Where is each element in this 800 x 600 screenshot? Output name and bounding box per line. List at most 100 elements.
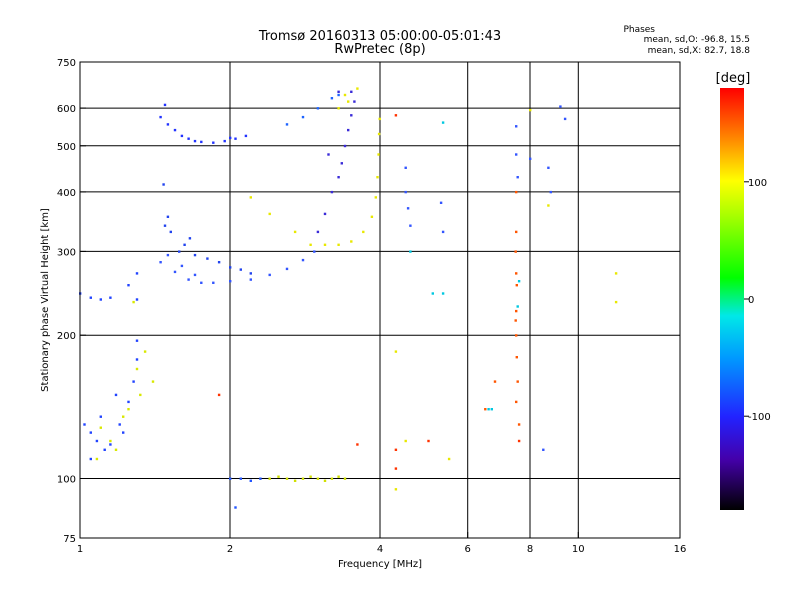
data-point — [515, 309, 518, 313]
data-point — [493, 380, 497, 383]
data-point — [323, 212, 327, 216]
data-point — [313, 250, 316, 253]
data-point — [109, 296, 112, 299]
data-point — [127, 284, 130, 287]
x-tick-label: 10 — [572, 544, 585, 555]
data-point — [135, 272, 139, 275]
data-point — [268, 212, 271, 216]
y-tick-label: 100 — [57, 475, 76, 486]
data-point — [159, 115, 162, 119]
data-point — [515, 230, 518, 234]
data-point — [330, 190, 334, 194]
data-point — [99, 426, 102, 429]
data-point — [249, 196, 252, 199]
plot-points — [79, 87, 618, 509]
data-point — [259, 477, 262, 480]
data-point — [323, 243, 327, 246]
x-tick-label: 6 — [465, 544, 471, 555]
data-point — [350, 114, 353, 117]
data-point — [394, 488, 398, 491]
data-point — [514, 250, 517, 253]
data-point — [180, 264, 184, 268]
data-point — [404, 190, 407, 194]
chart-title: Tromsø 20160313 05:00:00-05:01:43 — [258, 29, 501, 44]
data-point — [487, 408, 490, 411]
y-tick-label: 750 — [57, 58, 76, 69]
data-point — [404, 166, 407, 169]
data-point — [547, 166, 550, 169]
data-point — [547, 204, 550, 207]
plot-grid — [80, 62, 680, 538]
data-point — [549, 190, 552, 194]
data-point — [234, 506, 237, 509]
data-point — [187, 137, 190, 140]
data-point — [268, 273, 271, 277]
data-point — [200, 281, 203, 284]
data-point — [268, 477, 271, 480]
y-tick-label: 600 — [57, 104, 76, 115]
x-axis-label: Frequency [MHz] — [338, 559, 422, 570]
x-tick-label: 1 — [77, 544, 83, 555]
data-point — [516, 176, 519, 179]
data-point — [394, 467, 398, 470]
x-tick-label: 4 — [377, 544, 383, 555]
data-point — [343, 144, 347, 148]
colorbar-tick-label: 100 — [748, 178, 767, 189]
data-point — [362, 230, 365, 234]
data-point — [517, 439, 521, 443]
data-point — [394, 114, 398, 117]
data-point — [301, 115, 305, 119]
data-point — [135, 298, 139, 301]
data-point — [350, 90, 353, 93]
data-point — [285, 123, 289, 126]
y-tick-label: 400 — [57, 188, 76, 199]
data-point — [188, 237, 192, 240]
data-point — [127, 408, 130, 411]
data-point — [484, 408, 487, 411]
data-point — [515, 400, 518, 404]
data-point — [193, 139, 197, 143]
y-ticks: 75 100 200 300 400 500 600 750 — [57, 58, 86, 545]
data-point — [212, 281, 215, 284]
data-point — [515, 356, 518, 359]
data-point — [337, 243, 340, 246]
data-point — [173, 128, 177, 132]
data-point — [293, 230, 297, 234]
data-point — [127, 400, 130, 404]
data-point — [529, 157, 532, 160]
data-point — [173, 270, 177, 274]
data-point — [206, 257, 209, 260]
data-point — [347, 100, 350, 103]
data-point — [309, 475, 312, 478]
data-point — [122, 415, 125, 418]
data-point — [377, 132, 381, 136]
data-point — [515, 272, 518, 275]
data-point — [229, 280, 232, 283]
data-point — [193, 273, 197, 277]
y-tick-label: 300 — [57, 247, 76, 258]
data-point — [135, 339, 139, 342]
data-point — [239, 268, 242, 271]
data-point — [89, 296, 92, 299]
data-point — [316, 230, 320, 234]
data-point — [132, 380, 135, 383]
data-point — [516, 380, 519, 383]
data-point — [542, 448, 545, 451]
data-point — [139, 393, 142, 397]
data-point — [376, 176, 379, 179]
data-point — [166, 123, 170, 126]
data-point — [347, 128, 350, 132]
data-point — [409, 250, 412, 253]
data-point — [316, 477, 320, 480]
data-point — [114, 393, 118, 397]
data-point — [244, 134, 248, 138]
data-point — [229, 136, 232, 140]
data-point — [447, 457, 451, 461]
data-point — [95, 439, 99, 443]
data-point — [103, 448, 106, 451]
data-point — [135, 367, 139, 371]
data-point — [89, 457, 92, 461]
data-point — [515, 153, 518, 156]
data-point — [563, 117, 567, 121]
data-point — [180, 134, 184, 138]
